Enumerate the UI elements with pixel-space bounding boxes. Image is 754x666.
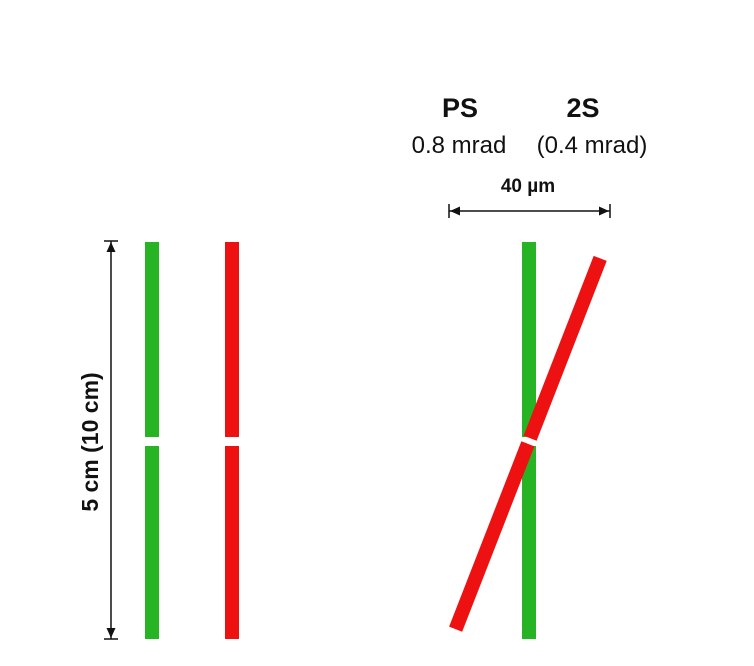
length-label: 5 cm (10 cm) xyxy=(77,372,103,511)
right-green-strip-top xyxy=(522,242,536,437)
2s-angle-label: (0.4 mrad) xyxy=(537,132,648,159)
right-green-strip-bottom xyxy=(522,446,536,639)
left-red-strip-top xyxy=(225,242,239,437)
ps-angle-label: 0.8 mrad xyxy=(412,132,507,159)
separation-arrow xyxy=(448,204,611,218)
tilted-red-strip xyxy=(449,255,607,632)
2s-label: 2S xyxy=(566,93,599,123)
left-green-strip-top xyxy=(145,242,159,437)
left-red-strip-bottom xyxy=(225,446,239,639)
length-arrow xyxy=(104,240,118,640)
ps-label: PS xyxy=(442,93,478,123)
left-green-strip-bottom xyxy=(145,446,159,639)
separation-label: 40 µm xyxy=(501,176,555,197)
